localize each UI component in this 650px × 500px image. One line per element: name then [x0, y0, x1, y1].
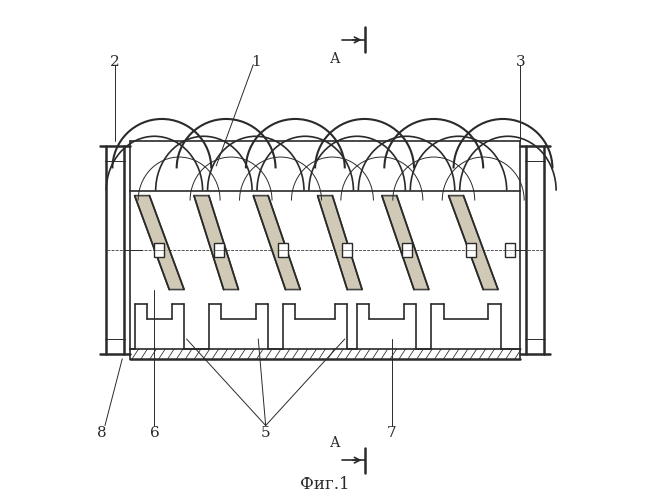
Text: Фиг.1: Фиг.1 — [300, 476, 350, 494]
Polygon shape — [318, 196, 362, 290]
Text: 7: 7 — [387, 426, 396, 440]
Bar — [506, 243, 515, 257]
Bar — [466, 243, 476, 257]
Text: 5: 5 — [261, 426, 270, 440]
Polygon shape — [254, 196, 300, 290]
Bar — [214, 243, 224, 257]
Text: 2: 2 — [110, 55, 120, 69]
Text: 6: 6 — [150, 426, 159, 440]
Text: 1: 1 — [251, 55, 261, 69]
Polygon shape — [382, 196, 429, 290]
Bar — [402, 243, 411, 257]
Polygon shape — [448, 196, 498, 290]
Text: 8: 8 — [97, 426, 107, 440]
Text: А: А — [330, 52, 340, 66]
Bar — [155, 243, 164, 257]
Text: 3: 3 — [515, 55, 525, 69]
Bar — [343, 243, 352, 257]
Polygon shape — [135, 196, 184, 290]
Text: А: А — [330, 436, 340, 450]
Bar — [278, 243, 288, 257]
Polygon shape — [194, 196, 239, 290]
